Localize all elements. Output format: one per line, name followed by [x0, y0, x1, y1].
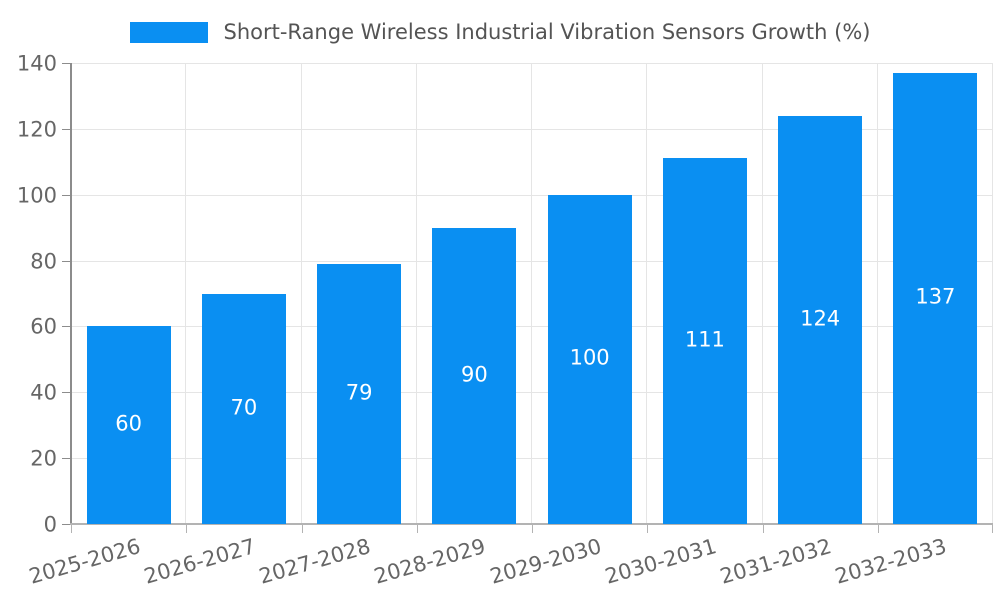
bar: 100	[547, 194, 632, 524]
y-tick-label: 40	[30, 380, 57, 405]
x-tick-label: 2030-2031	[602, 534, 719, 589]
y-tick-label: 60	[30, 314, 57, 339]
y-tick	[62, 128, 70, 130]
y-tick	[62, 392, 70, 394]
h-gridline	[71, 194, 993, 196]
bar-value-label: 100	[569, 345, 610, 370]
x-tick	[992, 525, 993, 533]
y-tick-label: 120	[16, 117, 57, 142]
x-tick	[416, 525, 418, 533]
bar-value-label: 137	[915, 284, 956, 309]
y-tick-label: 100	[16, 183, 57, 208]
h-gridline	[71, 326, 993, 328]
x-tick	[762, 525, 764, 533]
y-tick-label: 140	[16, 51, 57, 76]
legend: Short-Range Wireless Industrial Vibratio…	[0, 18, 1000, 46]
v-gridline	[876, 63, 878, 524]
v-gridline	[761, 63, 763, 524]
y-tick	[62, 63, 70, 64]
x-tick	[877, 525, 879, 533]
v-gridline	[531, 63, 532, 524]
y-tick-label: 0	[43, 512, 57, 537]
bar-value-label: 79	[345, 380, 373, 405]
v-gridline	[415, 63, 417, 524]
y-tick-label: 80	[30, 249, 57, 274]
y-tick	[62, 326, 70, 328]
plot-area: 60 70 79 90 100 111 124 137	[70, 63, 993, 525]
y-tick	[62, 194, 70, 196]
v-gridline	[300, 63, 302, 524]
bar-value-label: 124	[800, 306, 841, 331]
y-axis-line	[70, 63, 72, 524]
bar-value-label: 70	[230, 395, 258, 420]
bar-value-label: 111	[684, 327, 725, 352]
bar-value-label: 90	[461, 362, 488, 387]
x-tick-label: 2027-2028	[256, 534, 374, 589]
bar: 60	[86, 326, 171, 524]
legend-series-label: Short-Range Wireless Industrial Vibratio…	[223, 20, 871, 44]
h-gridline	[71, 392, 993, 394]
x-tick-label: 2029-2030	[487, 534, 604, 589]
y-tick	[62, 524, 70, 525]
x-tick-label: 2031-2032	[717, 534, 835, 589]
h-gridline	[71, 63, 993, 64]
x-tick-label: 2028-2029	[371, 534, 489, 589]
x-tick	[532, 525, 533, 533]
v-gridline	[185, 63, 187, 524]
bar: 124	[778, 115, 863, 524]
y-tick	[62, 458, 70, 460]
h-gridline	[71, 128, 993, 130]
x-tick	[301, 525, 303, 533]
x-axis-line	[70, 523, 993, 525]
bar: 79	[317, 263, 402, 524]
bar: 70	[201, 293, 286, 524]
x-tick	[647, 525, 649, 533]
v-gridline	[992, 63, 993, 524]
v-gridline	[646, 63, 648, 524]
x-tick-label: 2026-2027	[141, 534, 258, 589]
bar: 111	[662, 158, 747, 524]
y-tick-label: 20	[30, 446, 57, 471]
x-tick-label: 2025-2026	[26, 534, 143, 589]
x-tick	[186, 525, 188, 533]
bar-value-label: 60	[115, 411, 142, 436]
legend-swatch	[129, 21, 208, 43]
x-tick-label: 2032-2033	[832, 534, 950, 589]
x-tick	[71, 525, 72, 533]
h-gridline	[71, 260, 993, 262]
bar: 137	[893, 72, 978, 524]
h-gridline	[71, 458, 993, 460]
y-tick	[62, 260, 70, 262]
bar: 90	[432, 227, 517, 524]
